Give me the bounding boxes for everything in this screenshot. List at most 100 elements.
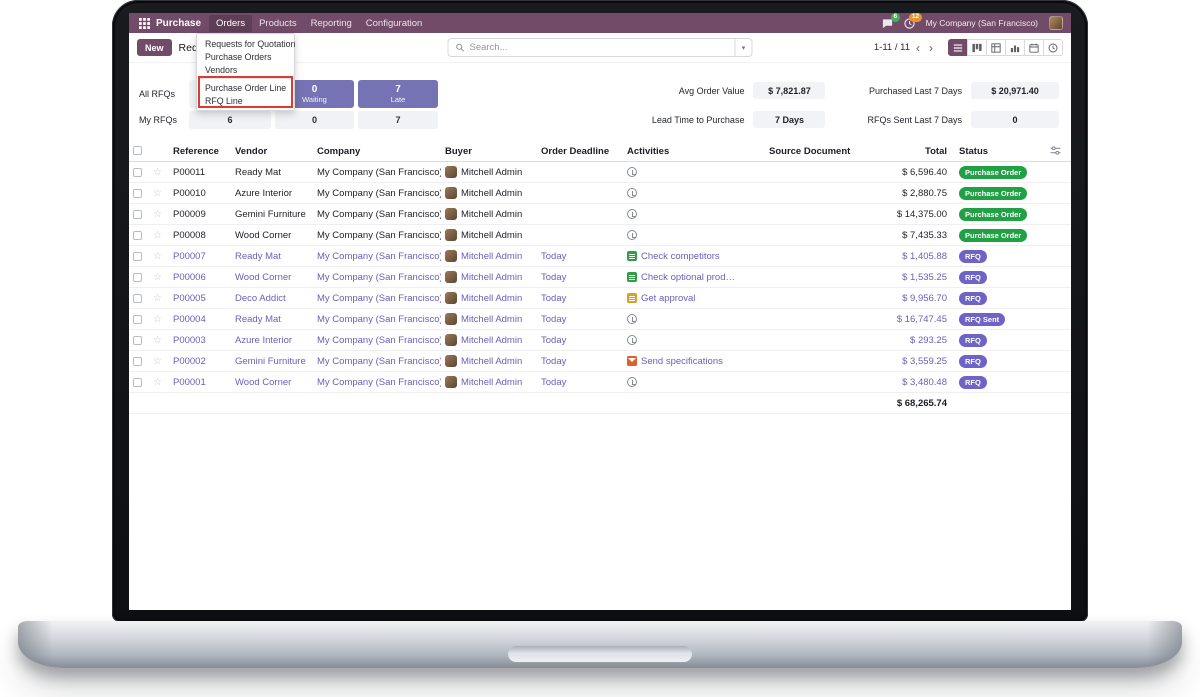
table-row[interactable]: ☆ P00007 Ready Mat My Company (San Franc…: [129, 246, 1071, 267]
cell-company: My Company (San Francisco): [317, 376, 441, 388]
col-vendor-header[interactable]: Vendor: [235, 146, 268, 157]
navbar-right: 6 12 My Company (San Francisco): [882, 13, 1063, 30]
cell-total: $ 293.25: [910, 334, 947, 346]
favorite-star-icon[interactable]: ☆: [153, 292, 162, 304]
activity-icon[interactable]: [627, 314, 637, 324]
col-buyer-header[interactable]: Buyer: [445, 146, 472, 157]
activity-icon[interactable]: [627, 377, 637, 387]
buyer-avatar: [445, 229, 457, 241]
row-checkbox[interactable]: [133, 293, 142, 303]
row-checkbox[interactable]: [133, 209, 142, 219]
activity-icon[interactable]: [627, 188, 637, 198]
table-row[interactable]: ☆ P00006 Wood Corner My Company (San Fra…: [129, 267, 1071, 288]
favorite-star-icon[interactable]: ☆: [153, 313, 162, 325]
activity-icon[interactable]: [627, 356, 637, 366]
row-checkbox[interactable]: [133, 251, 142, 261]
col-activities-header[interactable]: Activities: [627, 146, 670, 157]
table-row[interactable]: ☆ P00011 Ready Mat My Company (San Franc…: [129, 162, 1071, 183]
col-source-document-header[interactable]: Source Document: [769, 146, 851, 157]
menu-item-requests-for-quotation[interactable]: Requests for Quotation: [205, 38, 296, 49]
search-box[interactable]: Search... ▾: [447, 38, 753, 57]
activity-label[interactable]: Send specifications: [641, 355, 723, 367]
search-icon: [456, 43, 465, 52]
menu-reporting[interactable]: Reporting: [310, 17, 352, 29]
col-reference-header[interactable]: Reference: [173, 146, 219, 157]
row-checkbox[interactable]: [133, 356, 142, 366]
messages-icon[interactable]: 6: [882, 13, 900, 29]
table-row[interactable]: ☆ P00004 Ready Mat My Company (San Franc…: [129, 309, 1071, 330]
favorite-star-icon[interactable]: ☆: [153, 208, 162, 220]
favorite-star-icon[interactable]: ☆: [153, 355, 162, 367]
activity-icon[interactable]: [627, 230, 637, 240]
row-checkbox[interactable]: [133, 167, 142, 177]
view-graph-button[interactable]: [1005, 39, 1025, 56]
col-order-deadline-header[interactable]: Order Deadline: [541, 146, 610, 157]
menu-item-rfq-line[interactable]: RFQ Line: [205, 95, 243, 106]
search-dropdown-caret[interactable]: ▾: [734, 39, 752, 56]
activity-icon[interactable]: [627, 335, 637, 345]
table-row[interactable]: ☆ P00009 Gemini Furniture My Company (Sa…: [129, 204, 1071, 225]
activities-icon[interactable]: 12: [903, 13, 922, 29]
row-checkbox[interactable]: [133, 335, 142, 345]
table-row[interactable]: ☆ P00001 Wood Corner My Company (San Fra…: [129, 372, 1071, 393]
activity-label[interactable]: Check optional products: [641, 271, 739, 283]
favorite-star-icon[interactable]: ☆: [153, 250, 162, 262]
favorite-star-icon[interactable]: ☆: [153, 187, 162, 199]
buyer-avatar: [445, 355, 457, 367]
favorite-star-icon[interactable]: ☆: [153, 376, 162, 388]
col-status-header[interactable]: Status: [959, 146, 989, 157]
menu-item-purchase-orders[interactable]: Purchase Orders: [205, 51, 272, 62]
cell-reference: P00007: [173, 250, 206, 262]
activity-icon[interactable]: [627, 272, 637, 282]
menu-configuration[interactable]: Configuration: [365, 17, 423, 29]
view-pivot-button[interactable]: [986, 39, 1006, 56]
favorite-star-icon[interactable]: ☆: [153, 271, 162, 283]
optional-columns-icon[interactable]: [1046, 145, 1071, 158]
pager-next-icon[interactable]: ›: [929, 40, 933, 55]
pager-prev-icon[interactable]: ‹: [916, 40, 920, 55]
favorite-star-icon[interactable]: ☆: [153, 334, 162, 346]
apps-grid-icon[interactable]: [137, 16, 151, 30]
activity-icon[interactable]: [627, 209, 637, 219]
col-company-header[interactable]: Company: [317, 146, 361, 157]
kpi-column-1: Avg Order Value $ 7,821.87 Lead Time to …: [652, 82, 826, 128]
view-kanban-button[interactable]: [967, 39, 987, 56]
col-total-header[interactable]: Total: [925, 146, 947, 157]
my-rfqs-tile-2[interactable]: 0: [275, 111, 354, 129]
view-activity-button[interactable]: [1043, 39, 1063, 56]
activity-icon[interactable]: [627, 167, 637, 177]
view-calendar-button[interactable]: [1024, 39, 1044, 56]
my-rfqs-tile-3[interactable]: 7: [358, 111, 438, 129]
activity-icon[interactable]: [627, 293, 637, 303]
menu-orders[interactable]: Orders: [209, 14, 253, 32]
my-rfqs-tile-1[interactable]: 6: [189, 111, 271, 129]
favorite-star-icon[interactable]: ☆: [153, 166, 162, 178]
table-row[interactable]: ☆ P00005 Deco Addict My Company (San Fra…: [129, 288, 1071, 309]
user-avatar[interactable]: [1049, 16, 1063, 30]
company-switcher[interactable]: My Company (San Francisco): [925, 18, 1038, 28]
buyer-name: Mitchell Admin: [461, 355, 523, 367]
table-row[interactable]: ☆ P00003 Azure Interior My Company (San …: [129, 330, 1071, 351]
select-all-checkbox[interactable]: [133, 145, 142, 155]
table-row[interactable]: ☆ P00008 Wood Corner My Company (San Fra…: [129, 225, 1071, 246]
pager-range: 1-11 / 11: [873, 42, 910, 53]
table-row[interactable]: ☆ P00002 Gemini Furniture My Company (Sa…: [129, 351, 1071, 372]
new-button[interactable]: New: [137, 39, 172, 56]
row-checkbox[interactable]: [133, 230, 142, 240]
row-checkbox[interactable]: [133, 272, 142, 282]
table-row[interactable]: ☆ P00010 Azure Interior My Company (San …: [129, 183, 1071, 204]
row-checkbox[interactable]: [133, 314, 142, 324]
activity-label[interactable]: Check competitors: [641, 250, 720, 262]
favorite-star-icon[interactable]: ☆: [153, 229, 162, 241]
row-checkbox[interactable]: [133, 377, 142, 387]
cell-buyer: Mitchell Admin: [441, 208, 537, 220]
activity-label[interactable]: Get approval: [641, 292, 696, 304]
all-rfqs-late-tile[interactable]: 7 Late: [358, 80, 438, 108]
app-name[interactable]: Purchase: [156, 17, 202, 29]
menu-item-vendors[interactable]: Vendors: [205, 64, 238, 75]
activity-icon[interactable]: [627, 251, 637, 261]
menu-item-purchase-order-line[interactable]: Purchase Order Line: [205, 82, 287, 93]
row-checkbox[interactable]: [133, 188, 142, 198]
menu-products[interactable]: Products: [259, 17, 297, 29]
view-list-button[interactable]: [948, 39, 968, 56]
